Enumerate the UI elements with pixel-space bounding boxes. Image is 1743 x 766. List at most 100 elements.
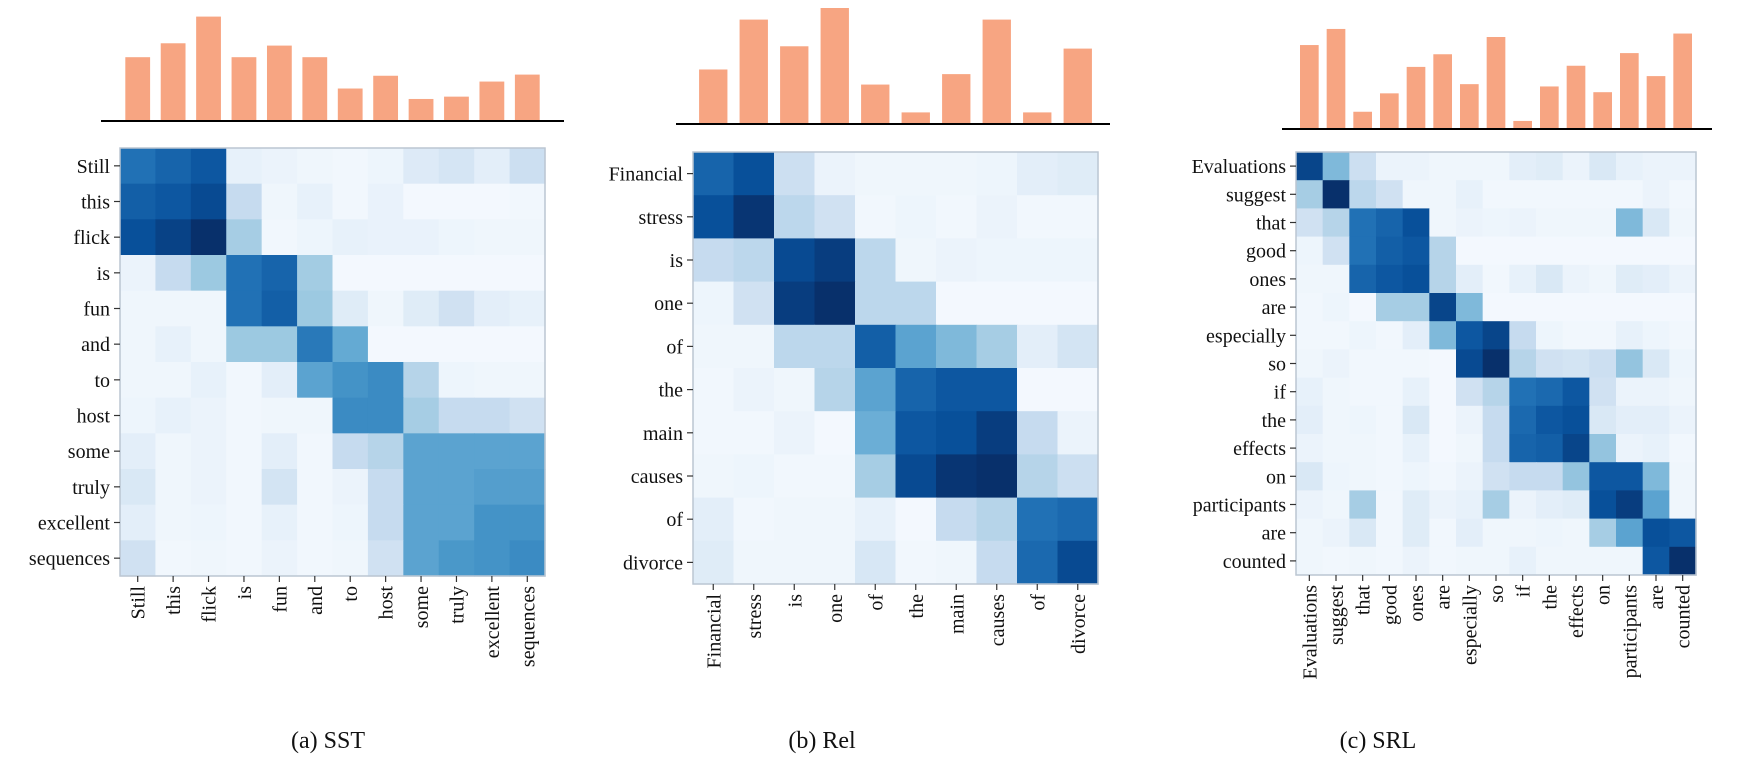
heatmap-cell-0-2-11 xyxy=(509,219,546,256)
bar-2-14 xyxy=(1673,33,1692,129)
y-tick-label-0-10: excellent xyxy=(38,513,111,535)
x-tick-label-2-13: are xyxy=(1646,585,1668,610)
y-tick-label-0-1: this xyxy=(81,192,110,214)
heatmap-cell-2-3-12 xyxy=(1616,236,1644,266)
x-tick-label-1-9: divorce xyxy=(1068,594,1090,654)
y-tick-label-2-7: so xyxy=(1268,354,1286,376)
heatmap-cell-1-4-9 xyxy=(1057,324,1099,369)
heatmap-cell-2-8-2 xyxy=(1349,377,1377,407)
heatmap-cell-2-2-3 xyxy=(1376,208,1404,238)
y-tick-label-2-14: counted xyxy=(1223,551,1286,573)
heatmap-cell-0-1-0 xyxy=(120,183,157,220)
heatmap-cell-0-11-8 xyxy=(403,540,440,577)
heatmap-cell-2-0-1 xyxy=(1322,152,1350,181)
heatmap-cell-0-0-5 xyxy=(297,148,334,185)
y-tick-label-2-3: good xyxy=(1246,241,1286,263)
heatmap-cell-1-2-4 xyxy=(855,238,897,283)
heatmap-cell-1-6-3 xyxy=(814,411,856,455)
bar-2-2 xyxy=(1353,111,1372,129)
heatmap-cell-2-3-9 xyxy=(1536,236,1564,266)
heatmap-cell-2-10-1 xyxy=(1322,434,1350,463)
heatmap-cell-1-8-0 xyxy=(693,497,735,542)
x-tick-label-2-11: on xyxy=(1593,585,1615,605)
heatmap-cell-0-1-1 xyxy=(155,183,192,220)
heatmap-cell-2-8-5 xyxy=(1429,377,1457,407)
y-tick-label-1-3: one xyxy=(654,293,683,315)
y-tick-label-2-1: suggest xyxy=(1226,184,1286,206)
bar-2-5 xyxy=(1433,54,1452,129)
heatmap-cell-2-14-8 xyxy=(1509,546,1537,576)
x-tick-label-2-2: that xyxy=(1353,585,1375,615)
heatmap-cell-0-3-2 xyxy=(190,255,227,292)
heatmap-cell-1-4-6 xyxy=(936,324,978,369)
heatmap-cell-0-4-7 xyxy=(367,290,404,327)
heatmap-cell-0-2-5 xyxy=(297,219,334,256)
heatmap-cell-2-0-0 xyxy=(1296,152,1324,181)
heatmap-frame-0 xyxy=(119,147,546,577)
heatmap-cell-0-9-3 xyxy=(226,469,263,506)
heatmap-cell-1-4-1 xyxy=(733,324,775,369)
heatmap-cell-0-5-8 xyxy=(403,326,440,363)
heatmap-frame-1 xyxy=(692,151,1099,585)
heatmap-cell-1-8-8 xyxy=(1017,497,1059,542)
y-tick-label-2-12: participants xyxy=(1193,495,1287,517)
heatmap-cell-1-9-0 xyxy=(693,540,735,585)
heatmap-cell-0-9-2 xyxy=(190,469,227,506)
heatmap-cell-1-7-4 xyxy=(855,454,897,499)
heatmap-cell-2-0-10 xyxy=(1562,152,1590,181)
heatmap-cell-2-9-8 xyxy=(1509,405,1537,435)
heatmap-cell-0-3-10 xyxy=(474,255,511,292)
heatmap-cell-1-1-9 xyxy=(1057,195,1099,239)
heatmap-cell-0-8-1 xyxy=(155,433,192,470)
heatmap-cell-1-4-8 xyxy=(1017,324,1059,369)
heatmap-cell-0-8-4 xyxy=(261,433,298,470)
heatmap-cell-0-1-4 xyxy=(261,183,298,220)
x-tick-label-0-9: truly xyxy=(446,586,468,624)
heatmap-cell-1-0-7 xyxy=(976,152,1018,196)
heatmap-cell-2-4-4 xyxy=(1402,264,1430,294)
heatmap-cell-1-4-3 xyxy=(814,324,856,369)
heatmap-cell-2-5-5 xyxy=(1429,293,1457,322)
heatmap-cell-2-13-4 xyxy=(1402,518,1430,548)
heatmap-cell-0-10-0 xyxy=(120,504,157,541)
heatmap-cell-1-1-3 xyxy=(814,195,856,239)
bar-0-2 xyxy=(196,16,221,122)
heatmap-cell-1-3-0 xyxy=(693,281,735,326)
heatmap-cell-2-5-3 xyxy=(1376,293,1404,322)
heatmap-cell-0-2-0 xyxy=(120,219,157,256)
y-tick-label-2-8: if xyxy=(1274,382,1287,404)
heatmap-cell-2-14-4 xyxy=(1402,546,1430,576)
bar-0-9 xyxy=(444,96,469,121)
heatmap-cell-2-7-1 xyxy=(1322,349,1350,379)
heatmap-cell-0-6-11 xyxy=(509,362,546,399)
x-tick-label-2-4: ones xyxy=(1406,585,1428,622)
heatmap-cell-0-8-9 xyxy=(438,433,475,470)
heatmap-cell-1-9-2 xyxy=(774,540,816,585)
heatmap-cell-0-3-0 xyxy=(120,255,157,292)
heatmap-cell-0-9-5 xyxy=(297,469,334,506)
heatmap-cell-2-10-7 xyxy=(1482,434,1510,463)
heatmap-cell-1-8-7 xyxy=(976,497,1018,542)
heatmap-cell-2-4-8 xyxy=(1509,264,1537,294)
heatmap-cell-2-1-9 xyxy=(1536,180,1564,209)
heatmap-cell-2-12-12 xyxy=(1616,490,1644,520)
bar-0-3 xyxy=(231,57,257,121)
heatmap-cell-0-1-11 xyxy=(509,183,546,220)
heatmap-cell-2-14-6 xyxy=(1456,546,1484,576)
bar-1-8 xyxy=(1023,112,1052,124)
bar-1-4 xyxy=(861,84,890,124)
heatmap-cell-0-0-4 xyxy=(261,148,298,185)
heatmap-cell-2-5-7 xyxy=(1482,293,1510,322)
heatmap-cell-2-0-5 xyxy=(1429,152,1457,181)
heatmap-cell-1-6-7 xyxy=(976,411,1018,455)
heatmap-cell-2-14-14 xyxy=(1669,546,1697,576)
heatmap-cell-2-9-3 xyxy=(1376,405,1404,435)
x-tick-label-1-7: causes xyxy=(987,594,1009,646)
heatmap-cell-0-1-9 xyxy=(438,183,475,220)
heatmap-cell-2-6-4 xyxy=(1402,321,1430,350)
x-tick-label-2-3: good xyxy=(1379,585,1401,625)
x-tick-label-2-0: Evaluations xyxy=(1299,585,1321,680)
heatmap-cell-2-14-9 xyxy=(1536,546,1564,576)
heatmap-cell-1-5-0 xyxy=(693,368,735,412)
heatmap-cell-1-1-6 xyxy=(936,195,978,239)
